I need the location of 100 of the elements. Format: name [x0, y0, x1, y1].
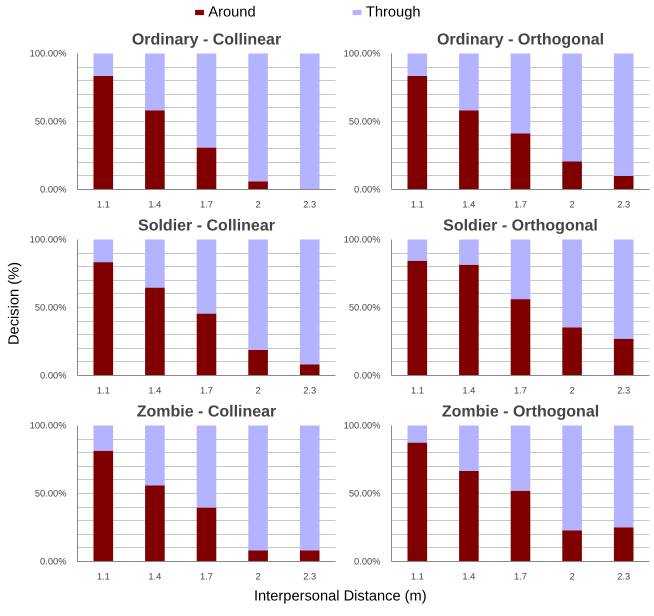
bar — [459, 470, 479, 562]
x-tick-label: 1.4 — [148, 572, 162, 582]
bar — [300, 550, 320, 562]
x-tick-label: 1.1 — [410, 200, 424, 210]
bar — [248, 550, 268, 562]
bar — [93, 240, 114, 262]
bar — [93, 262, 114, 376]
bar — [407, 426, 428, 443]
bar — [459, 264, 479, 376]
x-tick-label: 2.3 — [617, 572, 630, 582]
bar — [562, 530, 582, 562]
x-tick-label: 1.4 — [148, 386, 162, 396]
x-tick-label: 1.4 — [462, 386, 476, 396]
bar — [145, 485, 165, 562]
x-tick-label: 2 — [570, 200, 575, 210]
bar — [459, 240, 479, 265]
bar — [145, 288, 165, 376]
bar — [510, 133, 530, 190]
x-tick-label: 2.3 — [303, 386, 316, 396]
y-axis-title: Decision (%) — [6, 262, 23, 346]
chart-title: Ordinary - Collinear — [132, 32, 282, 48]
x-tick-label: 1.1 — [96, 200, 110, 210]
bar — [459, 426, 479, 471]
bar — [93, 54, 114, 76]
bar — [407, 76, 428, 190]
x-tick-label: 1.1 — [410, 572, 424, 582]
y-tick-label: 100.00% — [344, 234, 381, 244]
bar — [562, 54, 582, 162]
bar — [562, 161, 582, 190]
x-tick-label: 2.3 — [303, 572, 316, 582]
bar — [93, 450, 114, 562]
bar — [614, 338, 634, 376]
bar — [562, 327, 582, 376]
chart-title: Ordinary - Orthogonal — [436, 32, 604, 48]
bar — [407, 260, 428, 376]
x-tick-label: 2 — [570, 572, 575, 582]
bar — [407, 240, 428, 261]
y-tick-label: 50.00% — [348, 302, 381, 312]
bar — [614, 54, 634, 176]
bar — [196, 148, 216, 190]
bar — [459, 110, 479, 190]
y-tick-label: 0.00% — [40, 184, 67, 194]
bar — [510, 426, 530, 491]
x-tick-label: 1.1 — [96, 572, 110, 582]
x-tick-label: 1.7 — [514, 386, 527, 396]
x-tick-label: 1.7 — [200, 200, 213, 210]
y-tick-label: 0.00% — [40, 370, 67, 380]
bar — [145, 54, 165, 110]
bar — [510, 54, 530, 134]
x-tick-label: 1.1 — [96, 386, 110, 396]
y-tick-label: 0.00% — [354, 556, 381, 566]
bar — [614, 426, 634, 528]
x-tick-label: 1.4 — [148, 200, 162, 210]
y-tick-label: 0.00% — [354, 370, 381, 380]
bar — [300, 54, 320, 190]
x-tick-label: 1.4 — [462, 200, 476, 210]
bar — [248, 54, 268, 182]
bar — [196, 426, 216, 508]
chart-title: Zombie - Orthogonal — [442, 404, 600, 420]
y-tick-label: 100.00% — [30, 420, 67, 430]
x-tick-label: 1.7 — [200, 386, 213, 396]
bar — [614, 176, 634, 190]
x-tick-label: 2.3 — [617, 200, 630, 210]
bar — [196, 240, 216, 314]
x-tick-label: 2 — [256, 386, 261, 396]
x-tick-label: 2 — [256, 200, 261, 210]
x-tick-label: 2 — [570, 386, 575, 396]
bar — [145, 426, 165, 486]
y-tick-label: 50.00% — [348, 488, 381, 498]
x-tick-label: 1.7 — [514, 572, 527, 582]
chart-title: Soldier - Collinear — [138, 218, 275, 234]
y-tick-label: 50.00% — [34, 302, 67, 312]
bar — [614, 528, 634, 562]
bar — [510, 240, 530, 300]
legend-label: Around — [208, 4, 256, 20]
bar — [459, 54, 479, 110]
y-tick-label: 50.00% — [34, 116, 67, 126]
bar — [510, 299, 530, 376]
y-tick-label: 0.00% — [354, 184, 381, 194]
x-tick-label: 2.3 — [617, 386, 630, 396]
bar — [300, 240, 320, 364]
y-tick-label: 0.00% — [40, 556, 67, 566]
bar — [145, 110, 165, 190]
bar — [145, 240, 165, 288]
x-tick-label: 2.3 — [303, 200, 316, 210]
bar — [196, 508, 216, 562]
bar — [196, 314, 216, 376]
x-tick-label: 1.1 — [410, 386, 424, 396]
bar — [248, 240, 268, 350]
bar — [614, 240, 634, 339]
bar — [510, 490, 530, 562]
x-tick-label: 2 — [256, 572, 261, 582]
bar — [248, 181, 268, 190]
bar — [407, 442, 428, 562]
bar — [562, 426, 582, 530]
bar — [300, 364, 320, 376]
chart-title: Soldier - Orthogonal — [443, 218, 598, 234]
bar — [93, 426, 114, 451]
y-tick-label: 100.00% — [344, 420, 381, 430]
y-tick-label: 100.00% — [30, 234, 67, 244]
